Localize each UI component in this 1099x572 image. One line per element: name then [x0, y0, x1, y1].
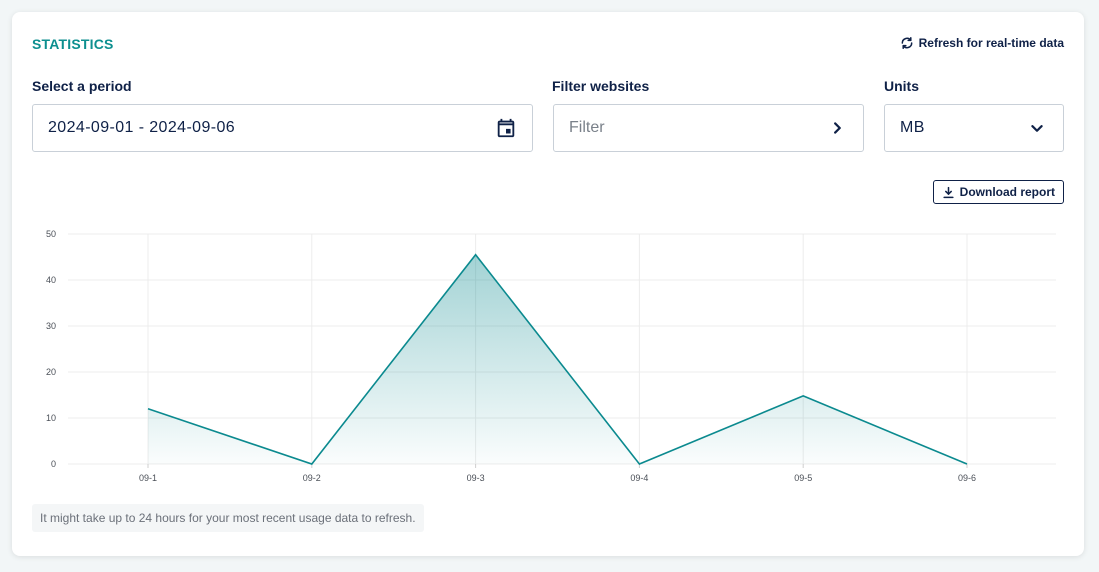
period-value: 2024-09-01 - 2024-09-06 — [48, 119, 236, 136]
units-value: MB — [900, 119, 925, 136]
calendar-icon[interactable] — [495, 117, 517, 139]
chevron-right-icon[interactable] — [826, 117, 848, 139]
filter-placeholder: Filter — [569, 119, 605, 136]
x-tick-label: 09-5 — [794, 473, 812, 483]
chevron-down-icon — [1031, 125, 1043, 132]
filter-label: Filter websites — [552, 78, 650, 94]
y-tick-label: 0 — [51, 459, 56, 469]
y-tick-label: 50 — [46, 229, 56, 239]
download-report-button[interactable]: Download report — [932, 180, 1064, 204]
refresh-icon — [901, 36, 913, 50]
series-line — [147, 253, 968, 465]
y-tick-label: 10 — [46, 413, 56, 423]
filter-websites-input[interactable]: Filter — [553, 104, 864, 152]
period-label: Select a period — [32, 78, 132, 94]
refresh-label: Refresh for real-time data — [918, 36, 1064, 50]
refresh-button[interactable]: Refresh for real-time data — [900, 36, 1064, 50]
y-tick-label: 40 — [46, 275, 56, 285]
y-tick-label: 30 — [46, 321, 56, 331]
x-tick-label: 09-1 — [139, 473, 157, 483]
statistics-card: STATISTICS Refresh for real-time data Se… — [12, 12, 1084, 556]
usage-delay-note: It might take up to 24 hours for your mo… — [32, 504, 424, 532]
units-label: Units — [884, 78, 919, 94]
usage-chart: 0 10 20 30 40 50 09-1 09-2 09-3 09-4 09-5 09-6 — [46, 229, 1056, 483]
y-tick-label: 20 — [46, 367, 56, 377]
x-tick-label: 09-2 — [303, 473, 321, 483]
download-label: Download report — [959, 185, 1055, 199]
x-tick-label: 09-3 — [467, 473, 485, 483]
x-tick-label: 09-4 — [630, 473, 648, 483]
period-picker[interactable]: 2024-09-01 - 2024-09-06 — [32, 104, 533, 152]
download-icon — [943, 186, 954, 198]
units-select[interactable]: MB — [884, 104, 1064, 152]
x-tick-label: 09-6 — [958, 473, 976, 483]
section-title: STATISTICS — [32, 36, 114, 52]
